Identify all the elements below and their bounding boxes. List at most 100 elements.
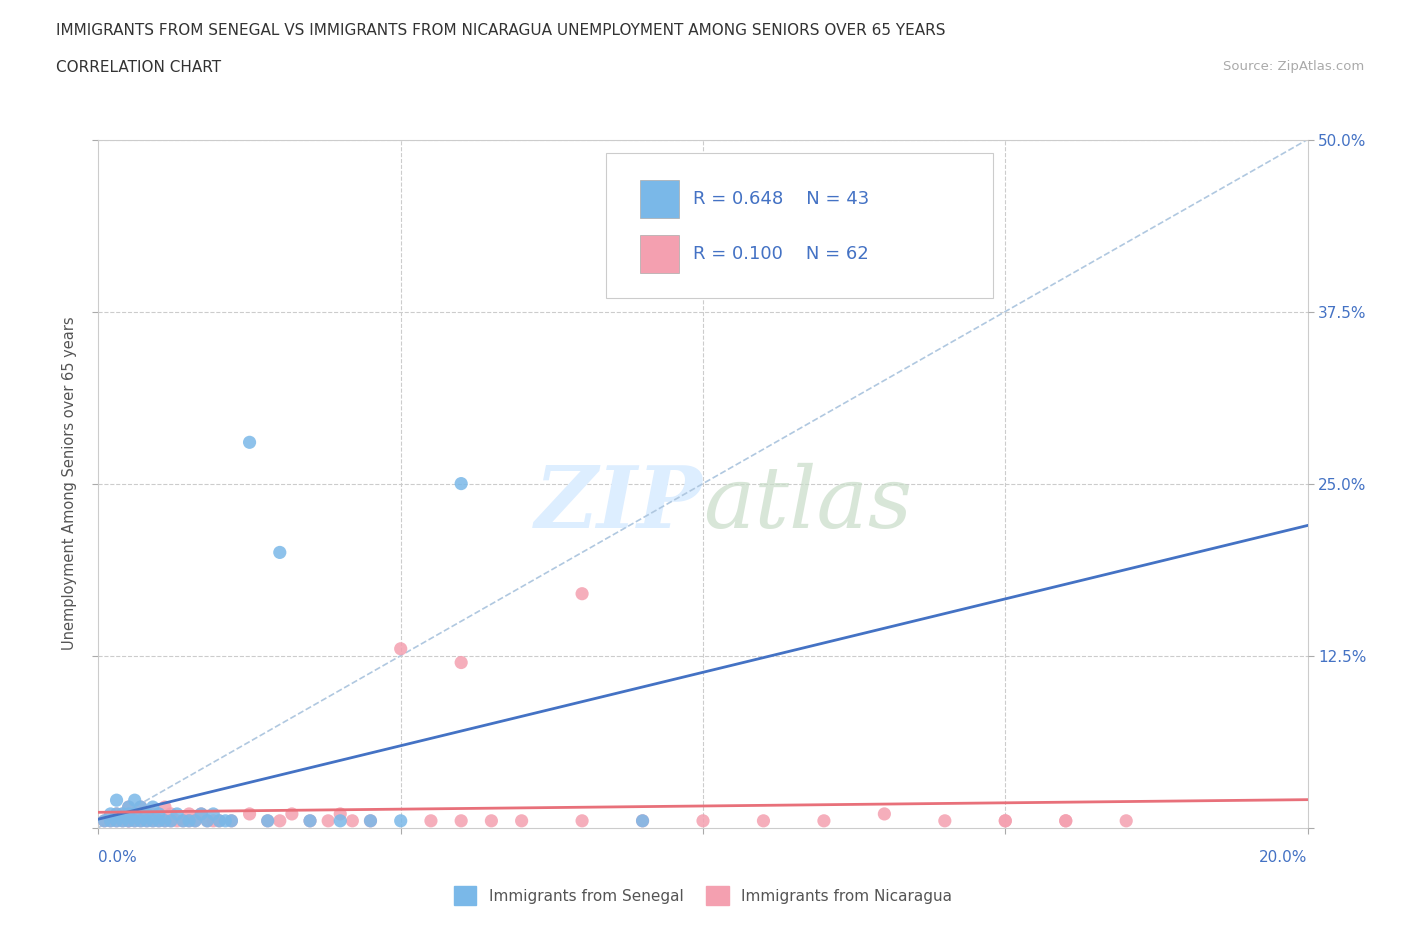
Point [329,806,352,821]
Point [105,806,128,821]
Point [221,814,243,829]
Y-axis label: Unemployment Among Seniors over 65 years: Unemployment Among Seniors over 65 years [62,317,77,650]
Point [111,814,134,829]
Text: ZIP: ZIP [536,462,703,546]
Point [360,814,382,829]
Point [360,814,382,829]
Point [118,806,141,821]
Point [100,814,122,829]
Point [118,806,141,821]
Legend: Immigrants from Senegal, Immigrants from Nicaragua: Immigrants from Senegal, Immigrants from… [447,880,959,910]
Point [142,800,165,815]
Point [148,814,170,829]
Text: CORRELATION CHART: CORRELATION CHART [56,60,221,75]
Point [450,476,472,491]
Point [118,814,141,829]
Point [118,814,141,829]
Point [129,814,152,829]
Point [299,814,322,829]
Point [389,642,412,657]
Point [142,814,165,829]
Point [214,814,236,829]
Point [105,806,128,821]
Point [256,814,278,829]
Point [142,806,165,821]
Point [631,814,654,829]
Point [510,814,533,829]
Point [195,814,218,829]
Point [190,806,212,821]
Point [184,814,207,829]
Point [135,814,157,829]
Point [692,814,714,829]
Point [100,814,122,829]
Point [93,814,115,829]
FancyBboxPatch shape [640,235,679,273]
Point [571,586,593,601]
Point [994,814,1017,829]
Point [299,814,322,829]
Text: atlas: atlas [703,463,912,546]
Point [118,814,141,829]
Point [111,806,134,821]
Point [100,806,122,821]
Point [148,814,170,829]
Point [239,435,262,450]
Text: 0.0%: 0.0% [98,850,138,865]
Point [631,814,654,829]
Text: Source: ZipAtlas.com: Source: ZipAtlas.com [1223,60,1364,73]
Point [195,814,218,829]
Text: R = 0.648    N = 43: R = 0.648 N = 43 [693,191,869,208]
Point [105,814,128,829]
Point [420,814,443,829]
FancyBboxPatch shape [606,153,993,298]
Point [135,806,157,821]
Point [342,814,364,829]
Point [153,814,176,829]
Point [135,806,157,821]
Point [1115,814,1137,829]
Point [179,814,201,829]
Point [873,806,896,821]
Point [450,814,472,829]
Point [256,814,278,829]
Point [179,814,201,829]
Point [118,800,141,815]
Point [934,814,956,829]
Point [148,806,170,821]
Point [142,814,165,829]
Point [93,814,115,829]
FancyBboxPatch shape [640,180,679,219]
Point [124,814,146,829]
Point [184,814,207,829]
Point [450,655,472,670]
Point [269,545,291,560]
Point [329,814,352,829]
Point [135,814,157,829]
Point [166,814,188,829]
Point [269,814,291,829]
Point [105,792,128,807]
Point [153,800,176,815]
Point [239,806,262,821]
Point [208,814,231,829]
Point [389,814,412,829]
Point [202,814,225,829]
Point [1054,814,1077,829]
Point [124,806,146,821]
Point [124,806,146,821]
Point [129,800,152,815]
Text: R = 0.100    N = 62: R = 0.100 N = 62 [693,246,869,263]
Point [316,814,339,829]
Point [160,814,183,829]
Point [105,814,128,829]
Point [571,814,593,829]
Point [111,806,134,821]
Point [179,806,201,821]
Point [202,806,225,821]
Point [1054,814,1077,829]
Point [160,806,183,821]
Text: IMMIGRANTS FROM SENEGAL VS IMMIGRANTS FROM NICARAGUA UNEMPLOYMENT AMONG SENIORS : IMMIGRANTS FROM SENEGAL VS IMMIGRANTS FR… [56,23,946,38]
Point [752,814,775,829]
Point [124,792,146,807]
